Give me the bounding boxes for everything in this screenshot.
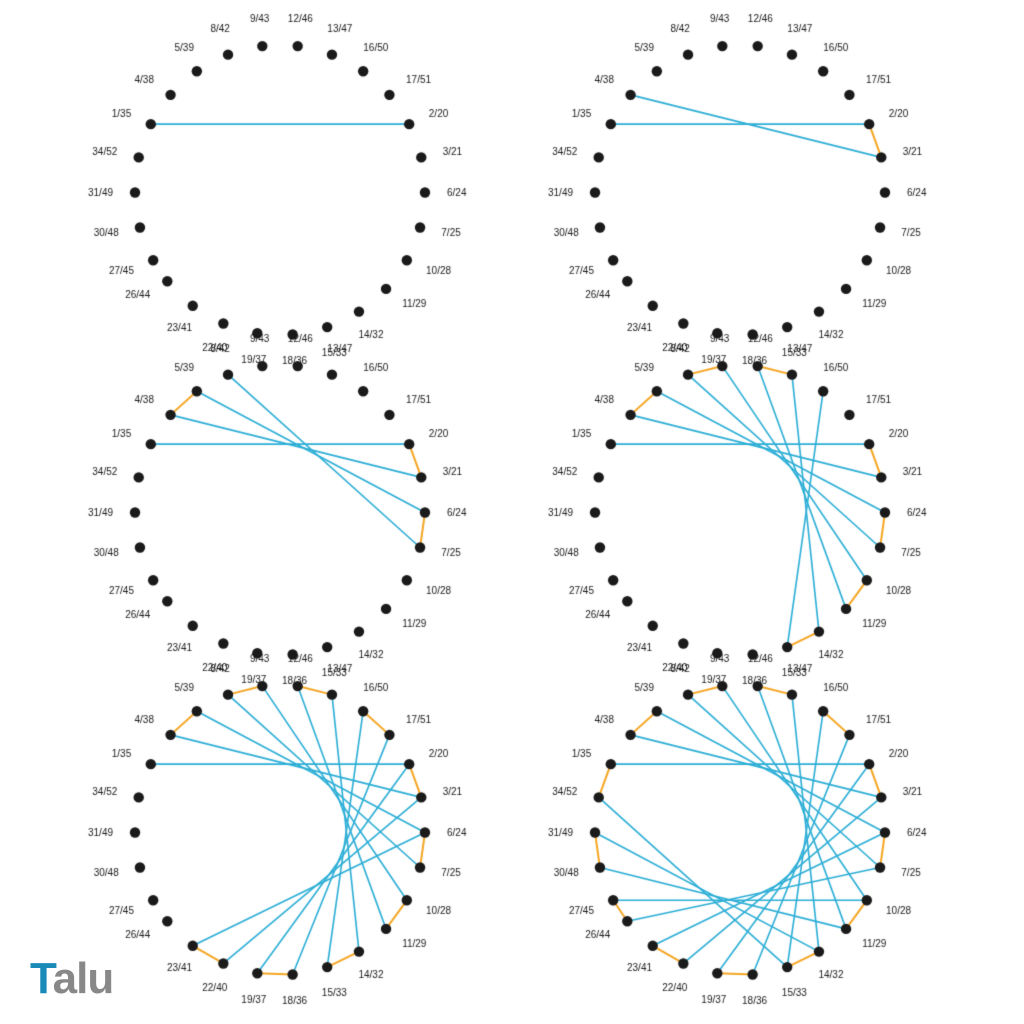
logo-rest: alu	[53, 954, 114, 1003]
logo-t: T	[30, 954, 53, 1003]
brand-logo: Talu	[30, 954, 113, 1004]
string-art-diagram	[0, 0, 1024, 1024]
